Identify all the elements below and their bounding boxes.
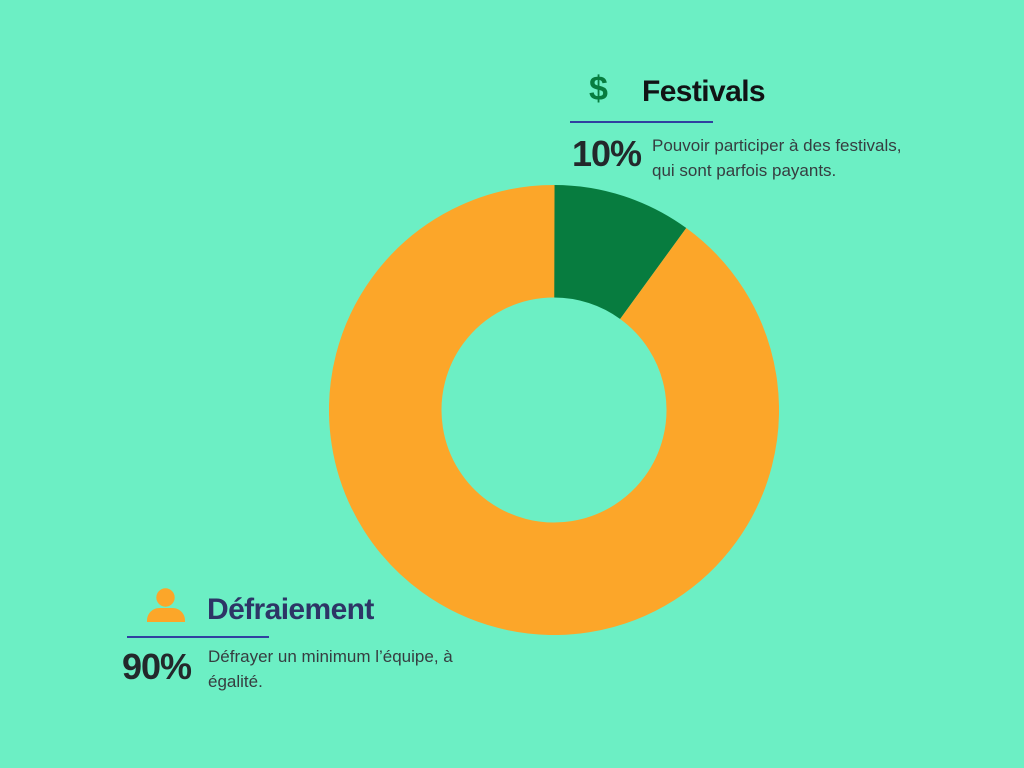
callout-defraiement-divider [127,636,269,638]
person-icon [144,585,188,625]
donut-chart-svg [329,185,779,635]
callout-defraiement-percent: 90% [122,646,192,687]
callout-festivals-description: Pouvoir participer à des festivals, qui … [652,136,902,180]
donut-chart [329,185,779,635]
callout-festivals-divider [570,121,713,123]
callout-defraiement-description: Défrayer un minimum l’équipe, à égalité. [208,647,453,691]
callout-defraiement-title: Défraiement [207,593,374,626]
callout-festivals-percent: 10% [572,133,642,174]
callout-festivals-title: Festivals [642,75,766,108]
donut-segment-Défraiement [329,185,779,635]
dollar-icon: $ [589,70,608,108]
